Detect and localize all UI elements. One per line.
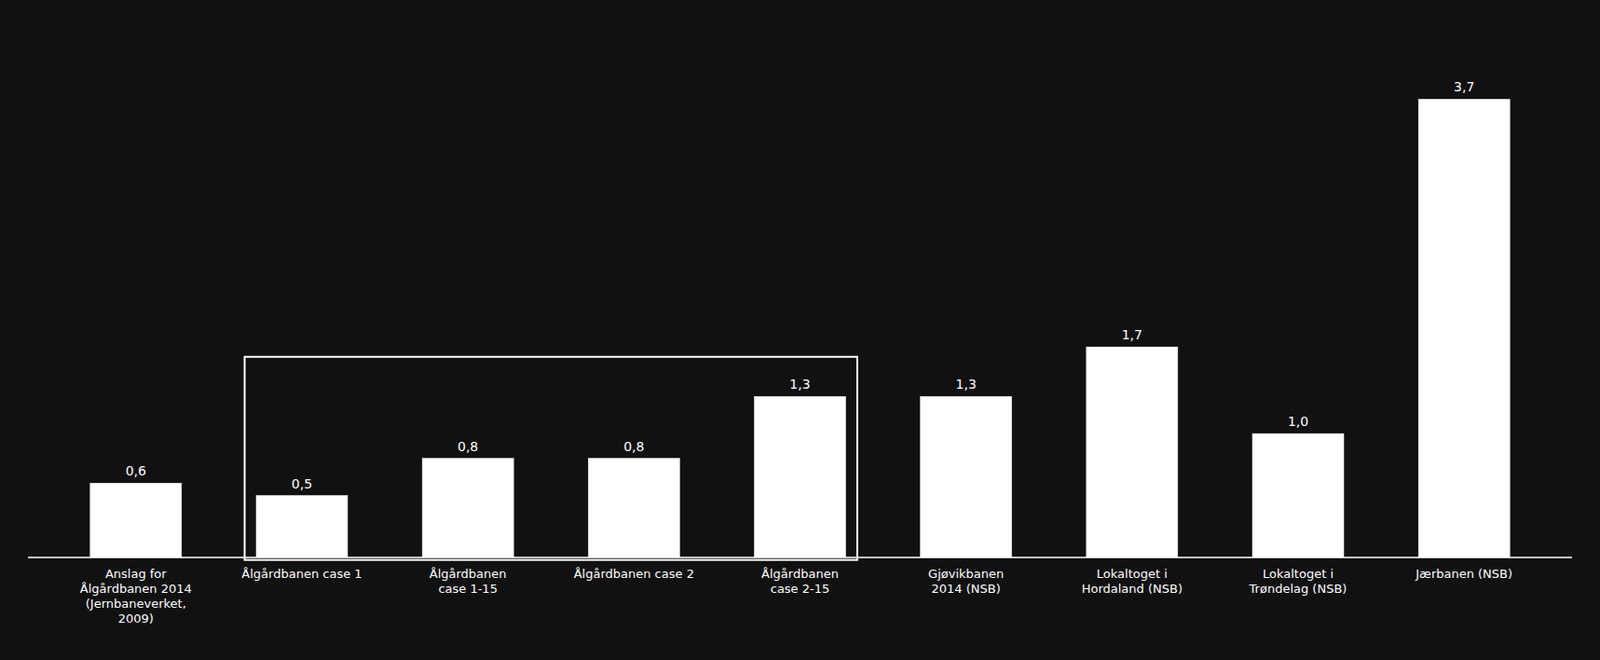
x-tick-label: Anslag forÅlgårdbanen 2014(Jernbaneverke… (80, 566, 192, 626)
bar (256, 495, 348, 558)
x-tick-label: Jærbanen (NSB) (1414, 566, 1513, 581)
data-label: 1,0 (1287, 413, 1309, 429)
data-label: 1,3 (789, 376, 810, 392)
x-tick-label: Ålgårdbanen case 2 (574, 566, 695, 581)
bar (588, 458, 680, 558)
data-label: 1,7 (1121, 327, 1143, 342)
highlight-box (245, 356, 858, 561)
data-label: 0,8 (623, 438, 644, 454)
bar (754, 396, 847, 558)
x-tick-label: Ålgårdbanencase 1-15 (429, 566, 507, 596)
bar (90, 482, 182, 558)
x-tick-label: Lokaltoget iTrøndelag (NSB) (1248, 566, 1348, 596)
background (0, 0, 1600, 660)
bars (90, 98, 1510, 558)
chart: 0,6 0,5 0,8 0,8 1,3 1,3 1,7 1,0 3,7 Anslag forÅlg… (0, 0, 1600, 660)
x-tick-label: Gjøvikbanen2014 (NSB) (928, 566, 1004, 596)
bar (1086, 346, 1178, 558)
data-label: 0,6 (125, 463, 147, 479)
x-tick-label: Ålgårdbanencase 2-15 (761, 566, 839, 596)
data-label: 0,5 (291, 476, 313, 492)
bar (422, 458, 514, 558)
data-label: 1,3 (956, 376, 977, 392)
data-label: 3,7 (1453, 79, 1475, 95)
x-axis (27, 556, 1573, 559)
x-tick-label: Lokaltoget iHordaland (NSB) (1081, 566, 1183, 596)
x-tick-label: Ålgårdbanen case 1 (241, 566, 362, 581)
bar (1252, 433, 1344, 558)
bar (920, 396, 1012, 558)
data-label: 0,8 (457, 438, 479, 454)
bar (1418, 98, 1510, 558)
